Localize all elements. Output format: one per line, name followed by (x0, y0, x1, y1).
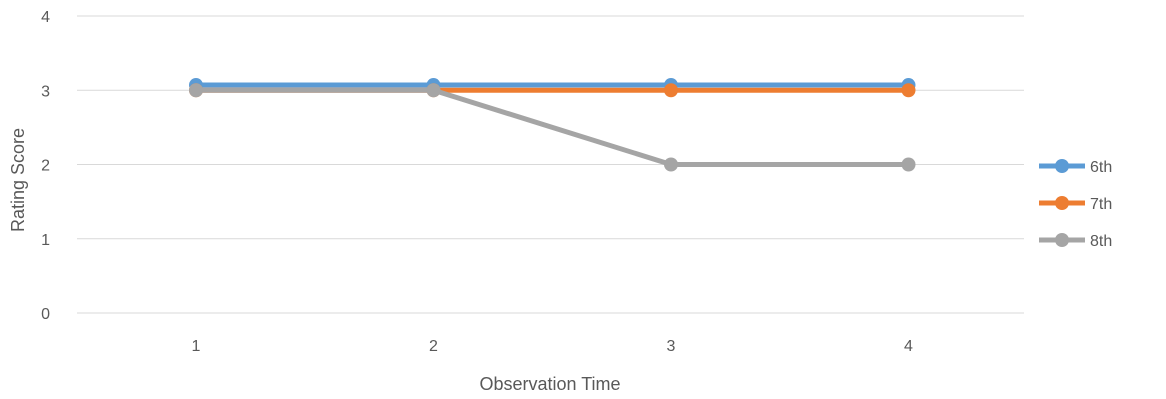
x-tick-label: 3 (667, 338, 676, 355)
legend-swatch-marker (1055, 159, 1069, 173)
series-8th (189, 83, 916, 172)
x-tick-labels: 1 2 3 4 (192, 338, 914, 355)
data-point-8th-2 (426, 83, 441, 98)
y-tick-label: 2 (41, 158, 50, 175)
y-tick-label: 4 (41, 9, 50, 26)
x-tick-label: 2 (429, 338, 438, 355)
legend-item-8th: 8th (1039, 233, 1112, 250)
data-point-8th-1 (189, 83, 203, 98)
data-point-8th-3 (664, 157, 678, 172)
y-tick-label: 1 (41, 232, 50, 249)
x-tick-label: 4 (904, 338, 913, 355)
legend-item-7th: 7th (1039, 196, 1112, 213)
data-point-7th-4 (901, 83, 916, 98)
y-axis-title: Rating Score (8, 128, 28, 232)
legend-swatch-marker (1055, 233, 1069, 247)
legend-label: 6th (1090, 159, 1112, 176)
legend-item-6th: 6th (1039, 159, 1112, 176)
data-point-8th-4 (901, 157, 916, 172)
y-tick-label: 0 (41, 306, 50, 323)
legend-swatch-marker (1055, 196, 1069, 210)
legend: 6th 7th 8th (1039, 159, 1112, 250)
data-point-7th-3 (664, 83, 678, 98)
y-tick-label: 3 (41, 83, 50, 100)
series-lines (189, 78, 916, 172)
series-line-8th (193, 87, 911, 167)
x-tick-label: 1 (192, 338, 201, 355)
legend-label: 8th (1090, 233, 1112, 250)
x-axis-title: Observation Time (479, 374, 620, 394)
legend-label: 7th (1090, 196, 1112, 213)
y-tick-labels: 0 1 2 3 4 (41, 9, 50, 323)
